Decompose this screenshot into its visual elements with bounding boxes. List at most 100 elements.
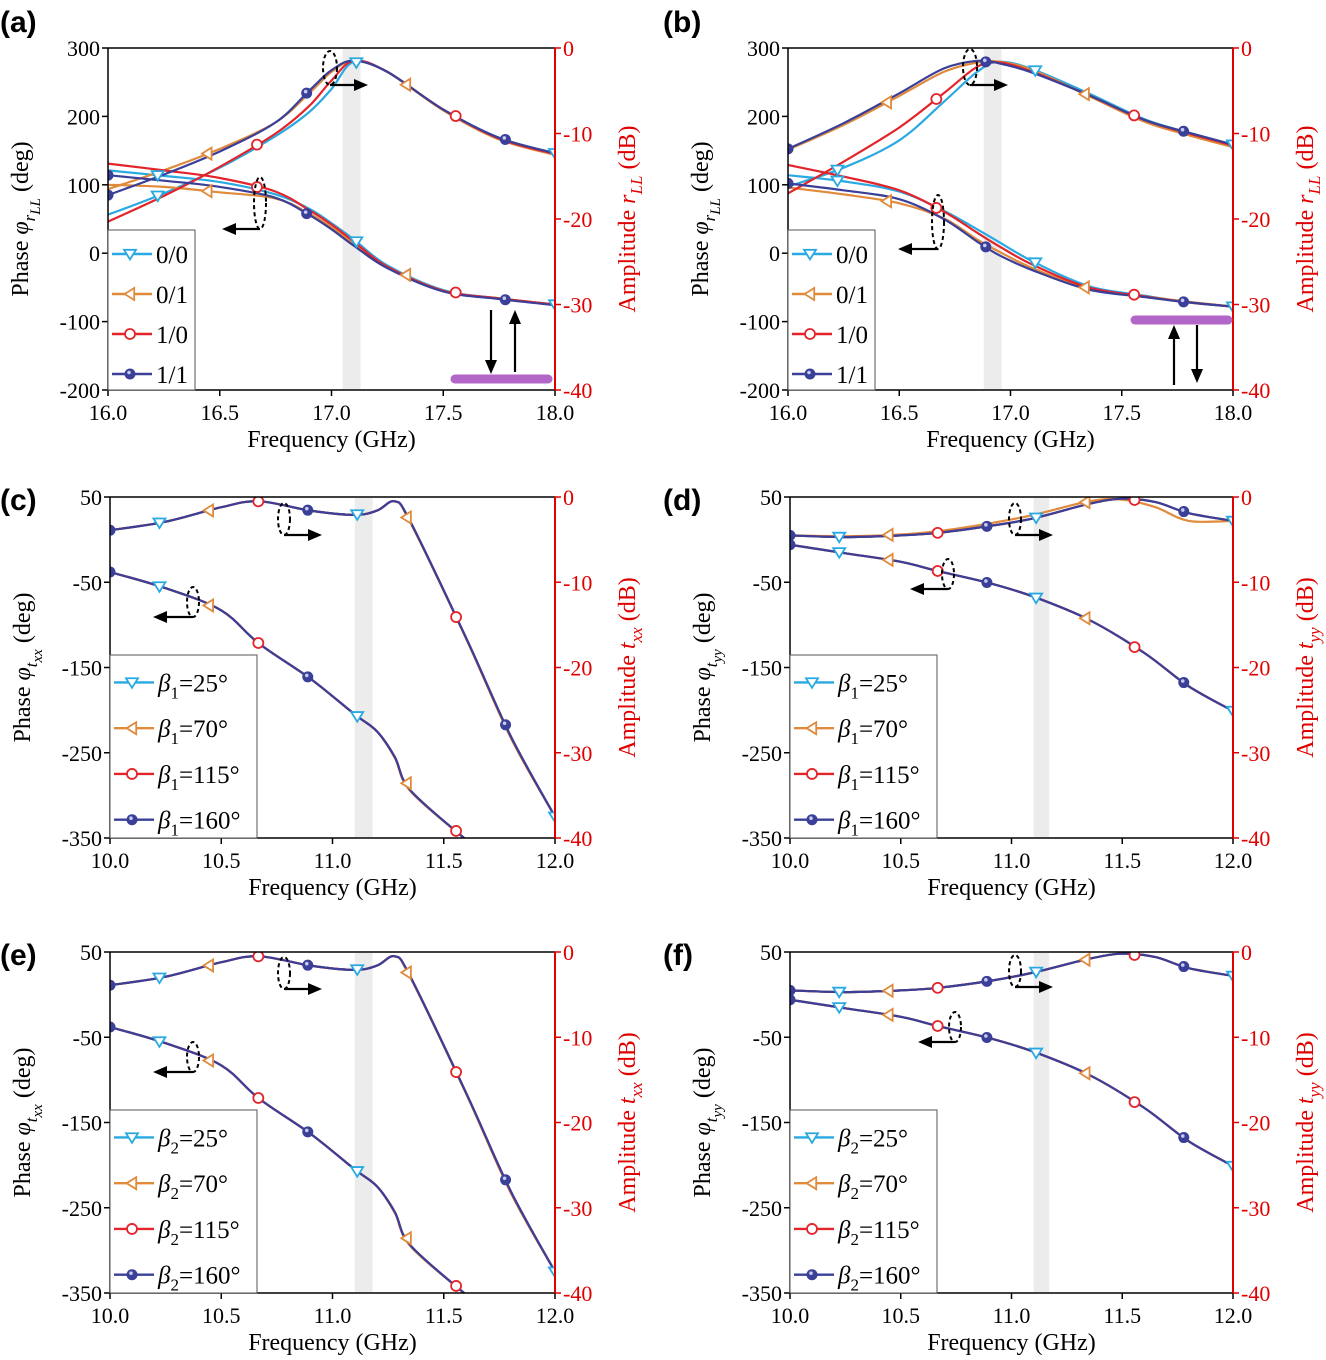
- y-right-axis-title: Amplitude rLL (dB): [615, 126, 646, 313]
- circle-filled-marker: [499, 294, 511, 306]
- y-left-axis-title: Phase φrLL (deg): [688, 141, 724, 296]
- marker-highlight: [303, 210, 308, 214]
- dashed-ellipse: [1008, 502, 1022, 536]
- label-part: LL: [708, 198, 724, 216]
- label-part: t: [1293, 1096, 1319, 1104]
- y-left-tick-label: -250: [742, 1196, 782, 1221]
- circle-filled-marker: [301, 87, 313, 99]
- y-right-tick-label: -10: [563, 570, 592, 595]
- circle-open-marker: [124, 328, 136, 340]
- legend-item: 0/1: [112, 282, 188, 309]
- circle-open-marker-shape: [931, 526, 944, 539]
- dashed-ellipse: [948, 1011, 962, 1043]
- triangle-left-marker-shape: [879, 94, 892, 110]
- label-part: 1: [850, 775, 859, 794]
- circle-open-marker: [1128, 497, 1141, 506]
- label-part: φ: [688, 221, 714, 234]
- y-right-tick-label: -10: [1241, 570, 1270, 595]
- y-left-tick-label: -150: [742, 1111, 782, 1136]
- legend-item: β2=115°: [794, 1217, 920, 1249]
- label-part: (deg): [10, 1048, 36, 1105]
- triangle-down-marker: [547, 299, 555, 312]
- circle-filled-marker-shape: [1178, 1132, 1190, 1144]
- highlight-band: [983, 49, 1002, 389]
- label-part: LL: [1305, 176, 1324, 196]
- y-right-tick-label: -30: [563, 293, 592, 318]
- y-left-axis-title: Phase φtxx (deg): [10, 593, 46, 743]
- x-tick-label: 16.5: [880, 400, 919, 425]
- triangle-left-marker-shape: [1077, 279, 1090, 296]
- circle-open-marker-shape: [931, 1020, 944, 1032]
- arrow-head: [1039, 981, 1053, 993]
- legend: β2=25°β2=70°β2=115°β2=160°: [109, 1109, 258, 1295]
- x-tick-label: 11.5: [425, 848, 463, 873]
- marker-highlight: [304, 961, 309, 966]
- label-part: =160°: [859, 1263, 921, 1290]
- triangle-down-marker: [1225, 970, 1233, 983]
- circle-open-marker: [252, 952, 265, 963]
- triangle-down-marker: [1225, 301, 1233, 314]
- circle-open-marker-shape: [124, 328, 136, 340]
- label-part: β: [837, 1217, 851, 1244]
- triangle-left-marker-shape: [802, 286, 816, 302]
- y-right-tick-label: -40: [563, 826, 592, 851]
- triangle-left-marker: [399, 775, 412, 791]
- circle-open-marker: [449, 286, 462, 299]
- triangle-left-marker-shape: [804, 720, 818, 736]
- y-left-tick-label: 0: [89, 241, 100, 266]
- triangle-left-marker-shape: [398, 267, 412, 283]
- arrow-up-icon: [1168, 325, 1180, 385]
- x-tick-label: 11.5: [425, 1303, 463, 1328]
- triangle-down-marker-shape: [831, 1002, 847, 1015]
- label-part: 0/1: [156, 282, 188, 309]
- legend-label: 1/1: [836, 362, 868, 389]
- circle-filled-marker-shape: [790, 539, 796, 551]
- y-right-tick-label: 0: [563, 485, 574, 510]
- label-part: =115°: [859, 1217, 920, 1244]
- highlight-band: [354, 498, 373, 837]
- x-tick-label: 12.0: [1214, 848, 1253, 873]
- label-part: Phase: [10, 680, 36, 742]
- y-left-axis-title: Phase φtyy (deg): [690, 1048, 726, 1198]
- x-tick-label: 10.5: [882, 848, 921, 873]
- triangle-left-marker-shape: [1078, 497, 1091, 510]
- label-part: (deg): [8, 141, 34, 198]
- triangle-down-marker: [151, 517, 168, 530]
- label-part: 1: [170, 775, 179, 794]
- y-right-tick-label: -30: [1241, 293, 1270, 318]
- y-left-tick-label: -250: [742, 741, 782, 766]
- circle-open-marker: [252, 497, 265, 508]
- circle-open-marker-shape: [1128, 109, 1141, 122]
- circle-open-marker-shape: [1128, 641, 1141, 653]
- triangle-left-marker: [879, 193, 892, 209]
- chart-panel-c: 10.0 10.5 11.0 11.5 12.0 50 -50 -150 -250 -350 0 -1…: [0, 484, 646, 901]
- circle-open-marker-shape: [252, 952, 265, 963]
- marker-highlight: [982, 58, 987, 63]
- label-part: Phase: [8, 235, 34, 297]
- label-part: β: [157, 1217, 171, 1244]
- chart-panel-b: 16.0 16.5 17.0 17.5 18.0 300 200 100 0 -100 -200 0 -…: [663, 6, 1324, 453]
- legend-label: β2=70°: [157, 1171, 228, 1203]
- triangle-down-marker: [1028, 1047, 1044, 1060]
- curves: [108, 57, 555, 312]
- triangle-down-marker: [547, 811, 555, 824]
- label-part: yy: [710, 1104, 726, 1120]
- arrow-head: [910, 583, 924, 595]
- triangle-left-marker: [879, 94, 892, 110]
- y-left-tick-label: 300: [747, 36, 780, 61]
- legend-item: 1/0: [792, 322, 868, 349]
- label-part: (dB): [1293, 1032, 1319, 1082]
- legend-item: 1/1: [792, 362, 868, 389]
- triangle-down-marker-shape: [349, 964, 365, 977]
- legend: β2=25°β2=70°β2=115°β2=160°: [789, 1109, 938, 1295]
- marker-highlight: [304, 673, 309, 678]
- circle-open-marker: [450, 611, 463, 623]
- amplitude-curve-indicator: [277, 502, 322, 541]
- triangle-left-marker: [1078, 1065, 1091, 1081]
- marker-highlight: [304, 1128, 309, 1133]
- label-part: =115°: [859, 762, 920, 789]
- label-part: r: [1293, 194, 1319, 204]
- triangle-down-marker-shape: [1225, 970, 1233, 983]
- y-left-tick-label: -350: [62, 826, 102, 851]
- label-part: 2: [170, 1138, 179, 1157]
